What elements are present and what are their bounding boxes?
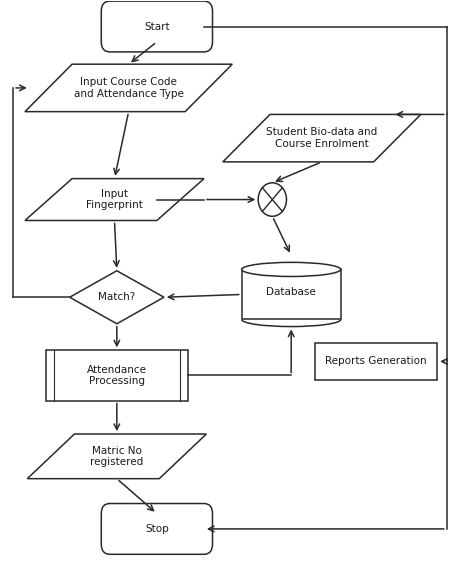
Text: Database: Database xyxy=(266,287,316,297)
Ellipse shape xyxy=(242,263,341,277)
Polygon shape xyxy=(70,271,164,324)
Polygon shape xyxy=(27,434,206,479)
Text: Input Course Code
and Attendance Type: Input Course Code and Attendance Type xyxy=(73,77,183,99)
Text: Start: Start xyxy=(144,21,170,31)
Text: Student Bio-data and
Course Enrolment: Student Bio-data and Course Enrolment xyxy=(266,127,377,149)
FancyBboxPatch shape xyxy=(101,504,212,554)
Polygon shape xyxy=(223,114,421,162)
Text: Stop: Stop xyxy=(145,524,169,534)
Bar xyxy=(46,350,188,401)
Bar xyxy=(242,269,341,320)
Bar xyxy=(315,343,438,380)
Text: Match?: Match? xyxy=(98,292,136,302)
Text: Reports Generation: Reports Generation xyxy=(325,356,427,366)
FancyBboxPatch shape xyxy=(101,1,212,52)
Text: Attendance
Processing: Attendance Processing xyxy=(87,365,147,386)
Circle shape xyxy=(258,183,286,217)
Polygon shape xyxy=(25,64,232,112)
Text: Matric No
registered: Matric No registered xyxy=(90,445,144,467)
Text: Input
Fingerprint: Input Fingerprint xyxy=(86,188,143,210)
Polygon shape xyxy=(25,178,204,220)
